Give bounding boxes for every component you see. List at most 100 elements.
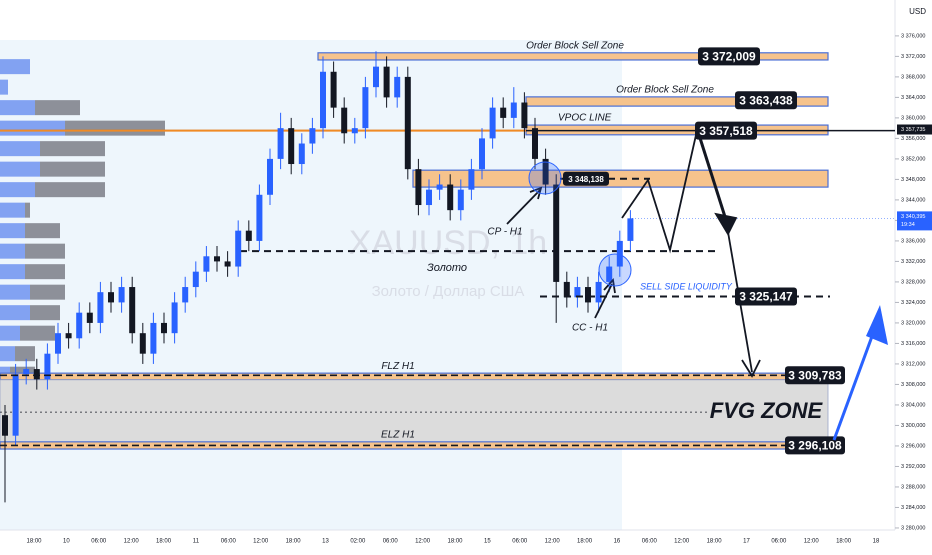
level-box: [563, 171, 609, 186]
candle-body: [553, 184, 560, 282]
x-tick-label: 18:00: [156, 539, 172, 545]
level-box: [698, 47, 760, 66]
volume-sell: [20, 325, 55, 341]
y-tick-label: 3 364,000: [901, 95, 925, 101]
candle-body: [341, 107, 348, 134]
x-tick-label: 12:00: [674, 539, 690, 545]
highlight-circle: [528, 161, 562, 195]
x-tick-label: 18:00: [836, 539, 852, 545]
x-tick-label: 06:00: [512, 539, 528, 545]
volume-sell: [40, 141, 105, 157]
candle-body: [2, 415, 8, 436]
zone: [0, 372, 829, 381]
pointer-arrow: [594, 283, 613, 319]
candle-body: [489, 107, 496, 139]
projection-path: [621, 134, 697, 254]
level-label: 3 296,108: [788, 439, 842, 453]
candle-body: [532, 128, 538, 159]
candle-body: [182, 287, 189, 303]
highlight-circle: [598, 253, 632, 287]
volume-sell: [25, 243, 65, 259]
x-tick-label: 18:00: [707, 539, 723, 545]
candle-body: [129, 287, 136, 334]
y-tick-label: 3 360,000: [901, 115, 925, 121]
level-label: 3 325,147: [739, 290, 793, 304]
arrow-line: [832, 319, 880, 441]
y-tick-label: 3 292,000: [901, 464, 925, 470]
volume-sell: [30, 305, 60, 321]
current-price-tag: [897, 211, 932, 231]
level-box: [735, 287, 797, 306]
level-box: [695, 121, 757, 140]
y-tick-label: 3 284,000: [901, 505, 925, 511]
zone: [317, 52, 829, 61]
candle-body: [404, 76, 411, 170]
candle-body: [383, 66, 390, 98]
candle-body: [510, 102, 517, 118]
volume-sell: [40, 161, 105, 177]
y-tick-label: 3 356,000: [901, 136, 925, 142]
level-label: 3 309,783: [788, 368, 842, 382]
y-tick-label: 3 376,000: [901, 33, 925, 39]
annotation: CP - H1: [487, 227, 522, 238]
candle-body: [224, 261, 231, 267]
level-label: 3 348,138: [568, 175, 604, 184]
currency-label: USD: [909, 7, 926, 16]
y-tick-label: 3 332,000: [901, 259, 925, 265]
candle-body: [563, 281, 570, 298]
projection-arrow: [698, 137, 728, 221]
volume-buy: [0, 120, 65, 136]
candle-body: [362, 87, 369, 129]
x-tick-label: 06:00: [642, 539, 658, 545]
candle-body: [23, 369, 30, 375]
volume-sell: [25, 223, 60, 239]
candle-body: [426, 189, 432, 206]
volume-buy: [0, 243, 25, 259]
volume-buy: [0, 182, 35, 198]
x-tick-label: 12:00: [804, 539, 820, 545]
level-label: 3 357,518: [699, 124, 753, 138]
annotation: Золото: [427, 262, 467, 274]
candle-body: [245, 230, 252, 241]
candle-body: [373, 66, 379, 88]
current-price-label: 3 340,395: [901, 214, 925, 220]
back-layer: [0, 52, 895, 450]
candle-body: [330, 71, 337, 108]
y-tick-label: 3 304,000: [901, 402, 925, 408]
y-tick-label: 3 320,000: [901, 320, 925, 326]
x-tick-label: 16: [614, 539, 621, 545]
y-tick-label: 3 344,000: [901, 197, 925, 203]
x-tick-label: 06:00: [771, 539, 787, 545]
candle-body: [108, 292, 114, 303]
volume-buy: [0, 305, 30, 321]
zone: [525, 96, 829, 107]
candle-body: [118, 287, 125, 303]
volume-sell: [65, 120, 165, 136]
x-tick-label: 06:00: [221, 539, 237, 545]
y-tick-label: 3 348,000: [901, 177, 925, 183]
y-tick-label: 3 288,000: [901, 484, 925, 490]
watermark-sub: Золото / Доллар США: [372, 283, 525, 300]
candle-body: [171, 302, 178, 334]
candle-body: [457, 189, 464, 211]
candle-body: [298, 143, 305, 165]
x-tick-label: 17: [743, 539, 750, 545]
arrow-head: [866, 305, 888, 345]
candle-body: [65, 333, 72, 339]
candle-body: [86, 312, 93, 323]
annotation: SELL SIDE LIQUIDITY: [640, 281, 733, 291]
candle-body: [436, 184, 443, 190]
volume-buy: [0, 325, 20, 341]
candle-body: [394, 76, 401, 98]
level-box: [735, 91, 797, 110]
annotation: CC - H1: [572, 323, 608, 334]
x-tick-label: 11: [193, 539, 200, 545]
x-tick-label: 12:00: [124, 539, 140, 545]
projection: [506, 134, 761, 378]
x-tick-label: 18: [873, 539, 880, 545]
volume-sell: [35, 182, 105, 198]
bullish-arrow: [832, 305, 888, 441]
candle-body: [277, 128, 284, 159]
candle-body: [267, 158, 273, 195]
